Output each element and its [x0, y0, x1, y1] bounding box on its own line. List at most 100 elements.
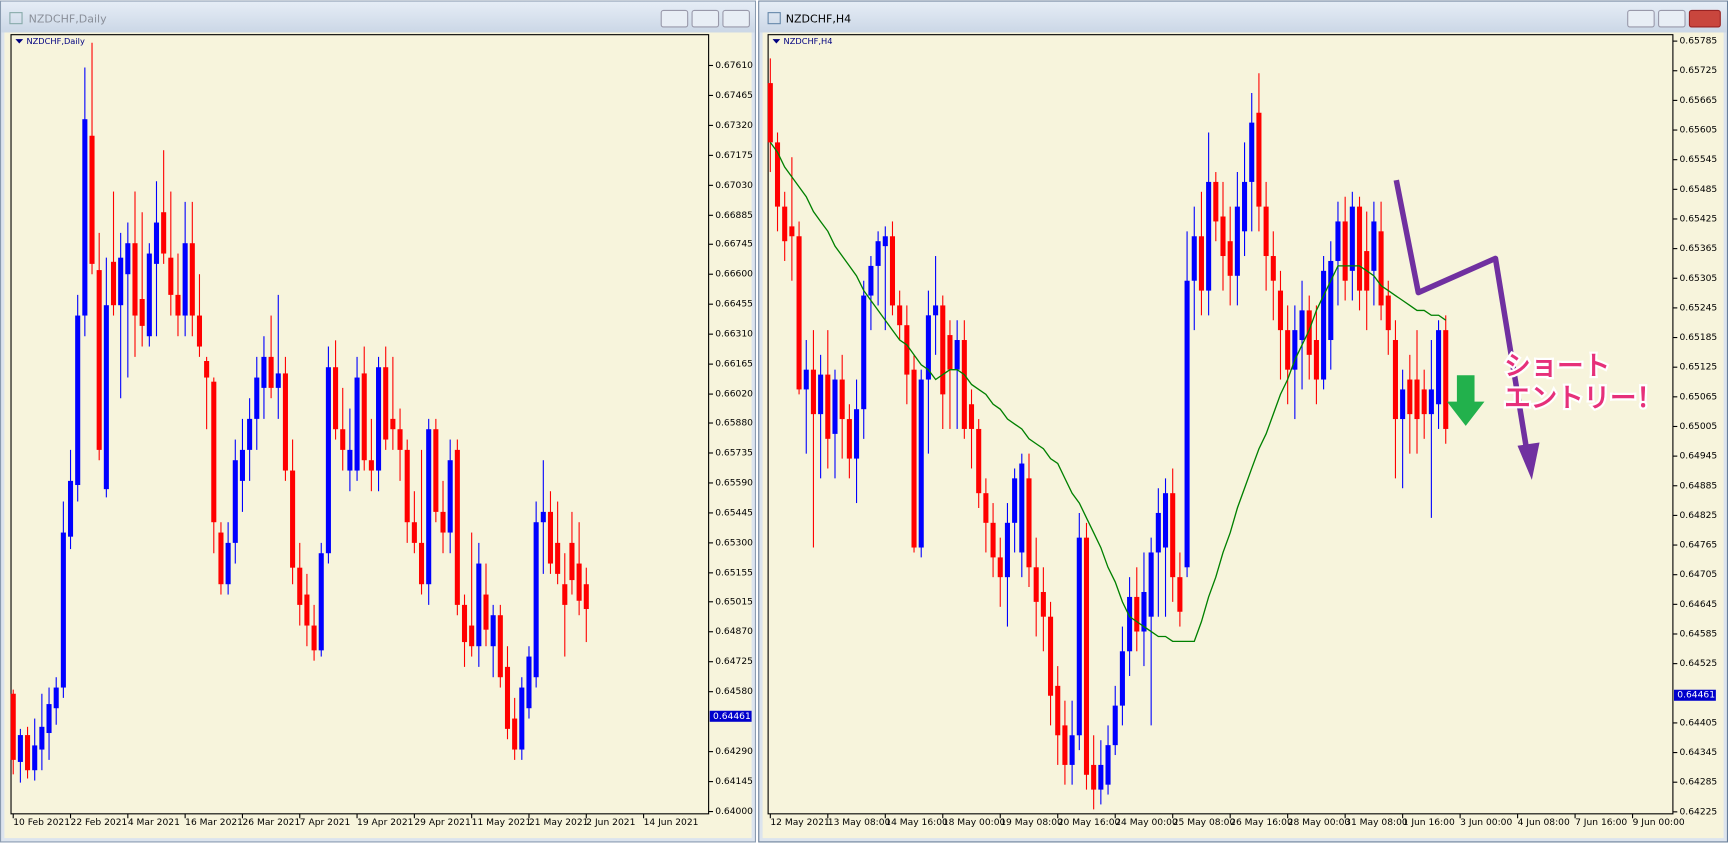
candle-body [533, 522, 539, 678]
annotation-layer: ショート エントリー！ [1393, 179, 1665, 480]
candle-body [774, 142, 781, 207]
candle-body [1048, 616, 1054, 696]
candle-body [25, 735, 31, 771]
candle-body [1119, 651, 1125, 706]
candle-body [340, 429, 346, 450]
y-tick-label: 0.67465 [715, 91, 753, 101]
plot-area [10, 34, 710, 815]
y-tick-label: 0.64580 [715, 687, 753, 697]
y-tick-label: 0.64225 [1680, 807, 1718, 817]
candle-body [1134, 596, 1140, 632]
y-tick-label: 0.67320 [715, 121, 753, 131]
y-tick-label: 0.65185 [1680, 333, 1718, 343]
x-tick-label: 3 Jun 00:00 [1460, 818, 1512, 828]
y-tick-label: 0.64725 [715, 657, 753, 667]
candle-body [146, 253, 152, 337]
candle-body [89, 135, 95, 264]
candle-body [512, 718, 518, 750]
candle-body [911, 369, 917, 548]
y-tick-label: 0.64525 [1680, 659, 1718, 669]
candle-body [961, 340, 967, 429]
close-button[interactable] [1688, 9, 1721, 28]
y-tick-label: 0.64705 [1680, 570, 1718, 580]
minimize-button[interactable] [1627, 9, 1655, 28]
candle-body [1385, 295, 1391, 331]
candle-body [897, 305, 903, 326]
candle-body [139, 299, 145, 326]
candle-body [576, 563, 582, 601]
candle-body [882, 236, 888, 247]
candle-body [1112, 705, 1118, 746]
y-tick-label: 0.65125 [1680, 363, 1718, 373]
candle-body [1105, 745, 1111, 785]
candle-body [426, 429, 432, 585]
chart: NZDCHF,Daily 0.67610 0.67465 0.67320 0.67175… [10, 34, 753, 828]
candle-body [361, 373, 367, 461]
chart-label-marker [772, 39, 781, 44]
y-tick-label: 0.66020 [715, 390, 753, 400]
candle-body [1285, 330, 1291, 370]
candle-body [10, 693, 16, 760]
x-tick-label: 11 May 2021 [472, 818, 532, 828]
candle-body [997, 557, 1003, 578]
y-tick-label: 0.64285 [1680, 778, 1718, 788]
y-tick-label: 0.65735 [715, 448, 753, 458]
candle-body [1170, 493, 1176, 578]
candle-body [376, 367, 382, 471]
candle-body [1083, 537, 1090, 775]
candle-body [483, 594, 489, 630]
candle-body [1306, 310, 1312, 355]
candle-body [1328, 260, 1334, 341]
y-tick-label: 0.65300 [715, 538, 753, 548]
minimize-button[interactable] [660, 9, 689, 28]
x-tick-label: 26 May 16:00 [1230, 818, 1293, 828]
candle-body [1069, 735, 1075, 765]
candle-body [1141, 591, 1147, 632]
candle-body [1213, 181, 1219, 222]
y-tick-label: 0.67610 [715, 61, 753, 71]
charts: NZDCHF,Daily 0.67610 0.67465 0.67320 0.67175… [10, 34, 1718, 828]
x-tick-label: 31 May 08:00 [1345, 818, 1408, 828]
candle-body [1407, 379, 1413, 415]
candle-body [390, 418, 396, 430]
x-tick-label: 7 Jun 16:00 [1575, 818, 1627, 828]
candle-body [846, 419, 852, 459]
chart-label: NZDCHF,Daily [26, 36, 85, 46]
candle-body [968, 404, 975, 429]
y-tick-label: 0.65485 [1680, 185, 1718, 195]
candle-body [404, 449, 410, 523]
candle-body [868, 265, 874, 296]
candle-body [1098, 764, 1104, 790]
candle-body [268, 356, 274, 388]
purple-arrow [1393, 179, 1531, 456]
candle-body [1392, 340, 1398, 420]
close-button[interactable] [722, 9, 750, 28]
candle-body [875, 241, 881, 266]
candle-body [17, 735, 23, 762]
candle-body [67, 480, 74, 537]
candle-body [275, 373, 281, 388]
title-bar [759, 1, 1727, 33]
candle-body [383, 367, 389, 440]
y-tick-label: 0.64825 [1680, 511, 1718, 521]
candle-body [1270, 256, 1276, 281]
candle-body [490, 615, 496, 647]
y-tick-label: 0.65665 [1680, 96, 1718, 106]
candle-body [1148, 552, 1154, 617]
candle-body [290, 470, 296, 568]
maximize-button[interactable] [691, 9, 720, 28]
candle-body [861, 295, 867, 410]
y-tick-label: 0.65425 [1680, 214, 1718, 224]
candle-body [1249, 122, 1255, 182]
y-tick-label: 0.65155 [715, 568, 753, 578]
candle-body [153, 222, 160, 264]
candle-body [1076, 537, 1082, 736]
y-tick-label: 0.65785 [1680, 37, 1718, 47]
y-tick-label: 0.65365 [1680, 244, 1718, 254]
y-tick-label: 0.65245 [1680, 303, 1718, 313]
candle-body [46, 704, 52, 734]
maximize-button[interactable] [1658, 9, 1686, 28]
candle-body [1299, 310, 1305, 341]
candle-body [53, 687, 59, 709]
candle-body [954, 340, 960, 370]
